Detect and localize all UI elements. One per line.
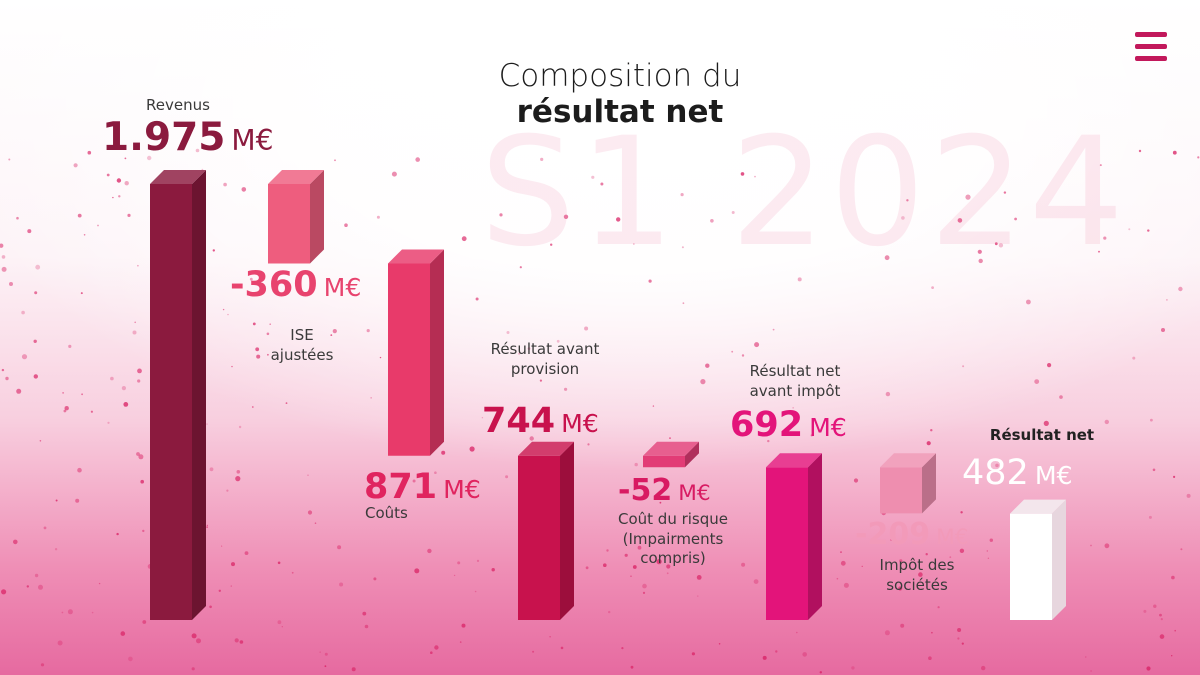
chart-title-line2: résultat net <box>516 94 724 130</box>
value-impot: -209 M€ <box>855 517 969 552</box>
bar-side-impot <box>922 453 936 514</box>
bar-resultat_avant_provision <box>518 441 574 620</box>
bar-top-resultat_net <box>1010 499 1066 514</box>
bar-side-ise <box>310 170 324 264</box>
label-resultat-net: Résultat net <box>989 426 1095 444</box>
value-couts: 871 M€ <box>364 467 481 507</box>
hamburger-menu-icon[interactable] <box>1135 32 1167 61</box>
bar-front-revenus <box>150 184 192 620</box>
bar-top-cout_du_risque <box>643 441 699 456</box>
label-couts: Coûts <box>365 504 408 522</box>
bar-top-resultat_avant_provision <box>518 441 574 456</box>
bar-top-revenus <box>150 170 206 184</box>
bar-resultat_net <box>1010 499 1066 620</box>
bar-ise <box>268 170 324 264</box>
label-revenus: Revenus <box>146 96 210 114</box>
label-ise: ISE ajustées <box>270 326 334 364</box>
bar-front-impot <box>880 467 922 514</box>
bar-top-ise <box>268 170 324 184</box>
chart-title-line1: Composition du <box>498 58 742 94</box>
bar-side-resultat_avant_provision <box>560 441 574 620</box>
bar-front-resultat_avant_provision <box>518 455 560 620</box>
label-resultat-avant-impot: Résultat net avant impôt <box>749 362 841 400</box>
value-resultat-net: 482 M€ <box>962 453 1073 493</box>
bar-top-impot <box>880 453 936 468</box>
bar-side-couts <box>430 249 444 456</box>
label-cout-du-risque: Coût du risque (Impairments compris) <box>617 510 728 567</box>
bar-front-cout_du_risque <box>643 455 685 468</box>
value-resultat-avant-impot: 692 M€ <box>730 405 847 445</box>
bar-impot <box>880 453 936 514</box>
bar-front-resultat_avant_impot <box>766 467 808 620</box>
bar-top-couts <box>388 249 444 264</box>
period-watermark: S1 2024 <box>480 106 1129 280</box>
value-cout-du-risque: -52 M€ <box>618 473 711 508</box>
bar-front-couts <box>388 263 430 456</box>
bar-side-revenus <box>192 170 206 620</box>
bar-side-cout_du_risque <box>685 441 699 468</box>
bar-top-resultat_avant_impot <box>766 453 822 468</box>
bar-front-ise <box>268 184 310 264</box>
bar-side-resultat_net <box>1052 499 1066 620</box>
value-ise: -360 M€ <box>230 265 362 305</box>
bar-side-resultat_avant_impot <box>808 453 822 620</box>
bar-revenus <box>150 170 206 620</box>
label-impot: Impôt des sociétés <box>879 556 955 594</box>
value-revenus: 1.975 M€ <box>102 115 274 160</box>
bar-resultat_avant_impot <box>766 453 822 620</box>
bar-cout_du_risque <box>643 441 699 468</box>
bar-front-resultat_net <box>1010 513 1052 620</box>
bar-couts <box>388 249 444 456</box>
label-resultat-avant-provision: Résultat avant provision <box>490 340 600 378</box>
value-resultat-avant-provision: 744 M€ <box>482 401 599 441</box>
